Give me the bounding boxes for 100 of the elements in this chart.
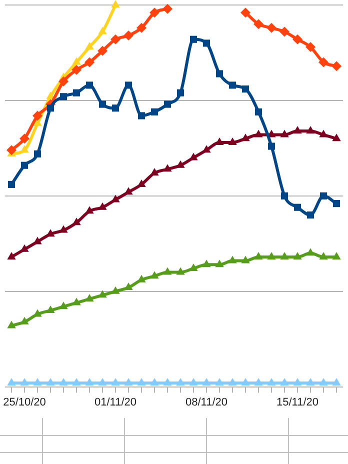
point — [32, 110, 42, 121]
point — [72, 298, 81, 306]
point — [267, 252, 276, 260]
point — [319, 252, 328, 260]
point — [150, 271, 159, 279]
point — [241, 134, 250, 142]
point — [124, 82, 132, 89]
point — [306, 42, 316, 52]
point — [240, 8, 250, 18]
point — [59, 302, 68, 310]
point — [292, 34, 302, 44]
point — [20, 145, 29, 153]
point — [60, 93, 68, 100]
point — [72, 378, 81, 386]
point — [7, 378, 16, 386]
point — [254, 130, 263, 138]
point — [46, 378, 55, 386]
point — [150, 168, 159, 176]
point — [85, 42, 94, 50]
point — [137, 378, 146, 386]
point — [84, 57, 94, 68]
point — [111, 0, 120, 8]
point — [190, 36, 198, 43]
point — [58, 76, 68, 86]
point — [254, 19, 264, 30]
x-tick-label: 08/11/20 — [185, 396, 228, 408]
point — [241, 378, 250, 386]
point — [112, 104, 120, 112]
point — [228, 256, 237, 264]
point — [72, 64, 82, 75]
point — [136, 22, 146, 33]
point — [215, 378, 224, 386]
point — [266, 22, 276, 33]
point — [8, 180, 16, 188]
point — [280, 378, 289, 386]
point — [98, 290, 107, 298]
point — [280, 252, 289, 260]
point — [228, 378, 237, 386]
point — [332, 134, 341, 142]
point — [306, 211, 314, 219]
x-tick-label: 01/11/20 — [94, 396, 137, 408]
point — [163, 267, 172, 275]
point — [202, 378, 211, 386]
point — [33, 378, 42, 386]
point — [332, 378, 341, 386]
point — [176, 378, 185, 386]
point — [293, 378, 302, 386]
point — [72, 57, 81, 65]
point — [163, 378, 172, 386]
point — [111, 286, 120, 294]
point — [280, 192, 288, 200]
point — [280, 26, 290, 37]
point — [294, 204, 302, 211]
point — [202, 40, 210, 47]
point — [6, 145, 16, 156]
point — [176, 267, 185, 275]
point — [306, 378, 315, 386]
point — [215, 260, 224, 268]
point — [20, 134, 30, 144]
point — [150, 108, 158, 116]
point — [319, 378, 328, 386]
point — [124, 378, 133, 386]
point — [111, 378, 120, 386]
point — [110, 34, 120, 44]
point — [280, 130, 289, 138]
point — [332, 61, 342, 72]
x-tick-label: 25/10/20 — [3, 396, 46, 408]
point — [267, 378, 276, 386]
point — [34, 150, 42, 158]
point — [163, 164, 172, 172]
point — [242, 85, 250, 93]
point — [138, 112, 146, 120]
point — [268, 142, 276, 150]
x-tick-label: 15/11/20 — [276, 396, 319, 408]
point — [241, 256, 250, 264]
point — [176, 89, 184, 96]
point — [98, 46, 108, 56]
point — [85, 378, 94, 386]
point — [293, 252, 302, 260]
point — [228, 137, 237, 145]
point — [20, 378, 29, 386]
point — [150, 8, 160, 18]
point — [150, 378, 159, 386]
point — [85, 206, 94, 214]
point — [164, 100, 172, 108]
point — [7, 320, 16, 328]
point — [254, 108, 262, 116]
point — [189, 378, 198, 386]
point — [59, 378, 68, 386]
point — [319, 130, 328, 138]
point — [254, 378, 263, 386]
point — [332, 252, 341, 260]
point — [98, 378, 107, 386]
point — [98, 26, 107, 34]
point — [72, 89, 80, 96]
point — [46, 305, 55, 313]
point — [162, 4, 172, 14]
point — [332, 200, 340, 208]
point — [20, 162, 28, 169]
point — [85, 294, 94, 302]
